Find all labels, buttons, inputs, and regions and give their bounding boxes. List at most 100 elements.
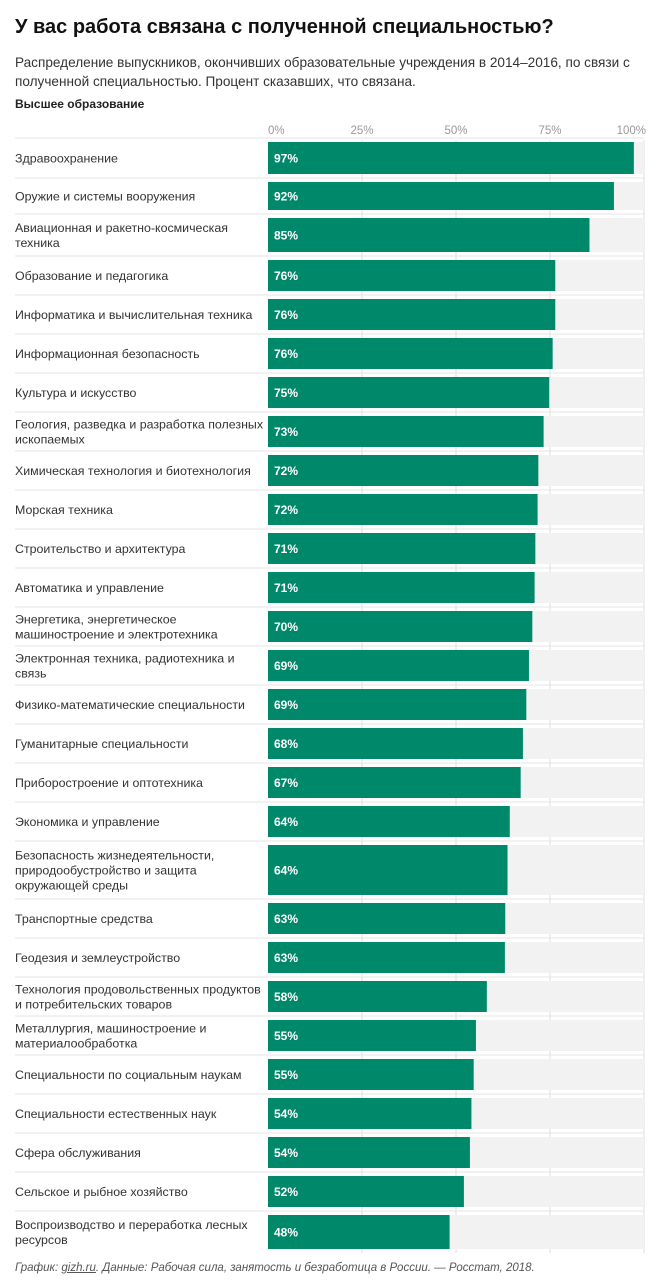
category-label: Воспроизводство и переработка лесных ресу…: [15, 1218, 248, 1247]
bar: [268, 1020, 476, 1051]
category-label: Авиационная и ракетно-космическая техника: [15, 221, 228, 250]
category-label-line: Металлургия, машиностроение и: [15, 1022, 206, 1036]
category-label: Сельское и рыбное хозяйство: [15, 1185, 188, 1199]
data-label: 73%: [274, 425, 298, 439]
data-label: 63%: [274, 912, 298, 926]
bar: [268, 260, 556, 291]
bar-row: 63% Транспортные средства: [15, 903, 644, 934]
bar-row: 72% Химическая технология и биотехнология: [15, 455, 644, 486]
bar-row: 85% Авиационная и ракетно-космическая техн…: [15, 218, 644, 252]
category-label: Морская техника: [15, 503, 113, 517]
bar-row: 48% Воспроизводство и переработка лесных р…: [15, 1215, 644, 1249]
data-label: 71%: [274, 581, 298, 595]
data-label: 69%: [274, 698, 298, 712]
category-label-line: окружающей среды: [15, 879, 128, 893]
category-label-line: Воспроизводство и переработка лесных: [15, 1218, 248, 1232]
bar-row: 67% Приборостроение и оптотехника: [15, 767, 644, 798]
bar-row: 63% Геодезия и землеустройство: [15, 942, 644, 973]
category-label: Автоматика и управление: [15, 581, 164, 595]
category-label-line: ископаемых: [15, 433, 85, 447]
category-label: Сфера обслуживания: [15, 1146, 141, 1160]
category-label-line: техника: [15, 236, 60, 250]
bar: [268, 845, 508, 895]
bar: [268, 218, 590, 252]
bar-row: 64% Экономика и управление: [15, 806, 644, 837]
category-label: Геодезия и землеустройство: [15, 951, 180, 965]
data-label: 54%: [274, 1107, 298, 1121]
category-label-line: Образование и педагогика: [15, 269, 168, 283]
bar-row: 55% Специальности по социальным наукам: [15, 1059, 644, 1090]
bar: [268, 299, 556, 330]
category-label: Строительство и архитектура: [15, 542, 186, 556]
data-label: 58%: [274, 990, 298, 1004]
category-label-line: и потребительских товаров: [15, 998, 172, 1012]
data-label: 72%: [274, 464, 298, 478]
data-label: 64%: [274, 815, 298, 829]
data-label: 85%: [274, 229, 298, 243]
data-label: 76%: [274, 269, 298, 283]
bar-row: 58% Технология продовольственных продукто…: [15, 981, 644, 1012]
category-label: Образование и педагогика: [15, 269, 168, 283]
data-label: 92%: [274, 190, 298, 204]
bar: [268, 416, 544, 447]
bar: [268, 572, 535, 603]
bar: [268, 377, 550, 408]
category-label-line: Оружие и системы вооружения: [15, 190, 195, 204]
category-label: Культура и искусство: [15, 386, 137, 400]
category-label-line: Безопасность жизнедеятельности,: [15, 849, 214, 863]
category-label-line: Автоматика и управление: [15, 581, 164, 595]
category-label-line: Энергетика, энергетическое: [15, 613, 177, 627]
category-label-line: Геодезия и землеустройство: [15, 951, 180, 965]
bar: [268, 455, 539, 486]
data-label: 70%: [274, 620, 298, 634]
source-link[interactable]: gizh.ru: [61, 1262, 96, 1274]
data-label: 55%: [274, 1068, 298, 1082]
data-label: 71%: [274, 542, 298, 556]
bar-row: 64% Безопасность жизнедеятельности, природ…: [15, 845, 644, 895]
bar: [268, 611, 533, 642]
chart-title: У вас работа связана с полученной специа…: [15, 16, 554, 38]
category-label: Экономика и управление: [15, 815, 160, 829]
bar: [268, 689, 527, 720]
bar-row: 68% Гуманитарные специальности: [15, 728, 644, 759]
category-label-line: Приборостроение и оптотехника: [15, 776, 203, 790]
category-label-line: Экономика и управление: [15, 815, 160, 829]
data-label: 64%: [274, 864, 298, 878]
category-label-line: Культура и искусство: [15, 386, 137, 400]
bar-row: 72% Морская техника: [15, 494, 644, 525]
category-label-line: Сельское и рыбное хозяйство: [15, 1185, 188, 1199]
bar: [268, 1059, 474, 1090]
bar-row: 70% Энергетика, энергетическое машинострое…: [15, 611, 644, 642]
bar-row: 92% Оружие и системы вооружения: [15, 182, 644, 210]
category-label-line: Геология, разведка и разработка полезных: [15, 418, 264, 432]
data-label: 69%: [274, 659, 298, 673]
category-label-line: Химическая технология и биотехнология: [15, 464, 251, 478]
category-label: Приборостроение и оптотехника: [15, 776, 203, 790]
category-label: Электронная техника, радиотехника и связь: [15, 652, 235, 681]
bar-row: 76% Образование и педагогика: [15, 260, 644, 291]
category-label-line: Здравоохранение: [15, 152, 118, 166]
category-label-line: связь: [15, 667, 47, 681]
bar-row: 76% Информатика и вычислительная техника: [15, 299, 644, 330]
bar: [268, 1137, 470, 1168]
source-prefix: График:: [15, 1262, 62, 1274]
bar-row: 52% Сельское и рыбное хозяйство: [15, 1176, 644, 1207]
bar-row: 76% Информационная безопасность: [15, 338, 644, 369]
section-label: Высшее образование: [15, 97, 145, 111]
bar-row: 71% Строительство и архитектура: [15, 533, 644, 564]
category-label: Безопасность жизнедеятельности, природооб…: [15, 849, 214, 893]
data-label: 76%: [274, 347, 298, 361]
x-tick-label: 75%: [538, 125, 561, 137]
category-label-line: материалообработка: [15, 1037, 137, 1051]
bar: [268, 182, 614, 210]
data-label: 52%: [274, 1185, 298, 1199]
category-label: Информатика и вычислительная техника: [15, 308, 252, 322]
x-tick-label: 100%: [617, 125, 646, 137]
bar-row: 55% Металлургия, машиностроение и материал…: [15, 1020, 644, 1051]
category-label: Геология, разведка и разработка полезных…: [15, 418, 264, 447]
bar: [268, 494, 538, 525]
data-label: 76%: [274, 308, 298, 322]
category-label: Химическая технология и биотехнология: [15, 464, 251, 478]
category-label: Оружие и системы вооружения: [15, 190, 195, 204]
bar: [268, 142, 634, 174]
